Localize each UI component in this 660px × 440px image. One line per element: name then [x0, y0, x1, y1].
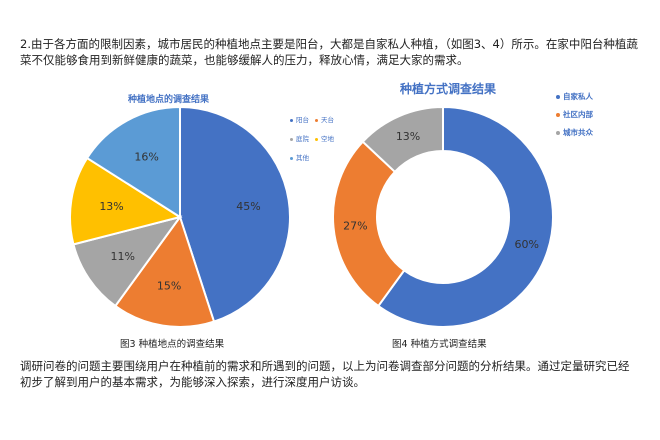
chart1-legend-item: 空地 — [315, 133, 334, 143]
chart1-label-2: 11% — [110, 250, 134, 263]
chart1-label-0: 45% — [236, 200, 260, 213]
legend-marker-icon — [290, 137, 293, 141]
chart1-slice-0 — [179, 105, 291, 323]
chart1-slice-3 — [69, 156, 183, 246]
chart2-legend-item: 城市共众 — [556, 127, 593, 138]
legend-marker-icon — [556, 113, 560, 117]
chart1-legend-label: 其他 — [296, 154, 309, 162]
chart1-label-3: 13% — [99, 200, 123, 213]
chart1-legend-item: 庭院 — [290, 133, 309, 143]
chart1-legend-label: 天台 — [321, 116, 334, 124]
chart1-legend-label: 阳台 — [296, 116, 309, 124]
chart1-caption: 图3 种植地点的调查结果 — [120, 339, 225, 350]
legend-marker-icon — [315, 118, 318, 122]
chart1-legend-label: 空地 — [321, 135, 334, 143]
chart1-legend-item: 天台 — [315, 114, 334, 124]
chart2-title: 种植方式调查结果 — [400, 82, 497, 96]
chart2-label-2: 13% — [396, 130, 420, 143]
legend-marker-icon — [556, 131, 560, 135]
legend-marker-icon — [290, 118, 293, 122]
chart2-caption: 图4 种植方式调查结果 — [392, 339, 487, 350]
chart2-legend-label: 城市共众 — [563, 128, 593, 137]
conclusion-paragraph: 调研问卷的问题主要围绕用户在种植前的需求和所遇到的问题，以上为问卷调查部分问题的… — [20, 359, 630, 389]
chart1-slice-1 — [113, 214, 216, 328]
chart1-label-1: 15% — [157, 279, 181, 292]
legend-marker-icon — [290, 156, 293, 160]
chart1-legend-item: 阳台 — [290, 114, 309, 124]
chart2-legend-label: 自家私人 — [563, 92, 593, 101]
chart2-slice-1 — [332, 140, 406, 308]
chart1-legend-item: 其他 — [290, 152, 309, 162]
chart1-slice-4 — [85, 105, 181, 219]
legend-marker-icon — [556, 95, 560, 99]
chart2-slice-2 — [361, 105, 444, 174]
chart1-slice-2 — [72, 215, 183, 308]
chart2-legend-item: 社区内部 — [556, 109, 593, 120]
legend-marker-icon — [315, 137, 318, 141]
chart2-label-1: 27% — [343, 219, 367, 232]
chart2-slice-0 — [376, 105, 554, 328]
chart2-legend-item: 自家私人 — [556, 91, 593, 102]
chart1-legend-label: 庭院 — [296, 135, 309, 143]
chart2-legend-label: 社区内部 — [563, 110, 593, 119]
chart1-title: 种植地点的调查结果 — [128, 95, 210, 105]
chart2-label-0: 60% — [514, 238, 538, 251]
chart1-label-4: 16% — [134, 150, 158, 163]
intro-paragraph: 2.由于各方面的限制因素，城市居民的种植地点主要是阳台，大都是自家私人种植，（如… — [20, 37, 638, 67]
